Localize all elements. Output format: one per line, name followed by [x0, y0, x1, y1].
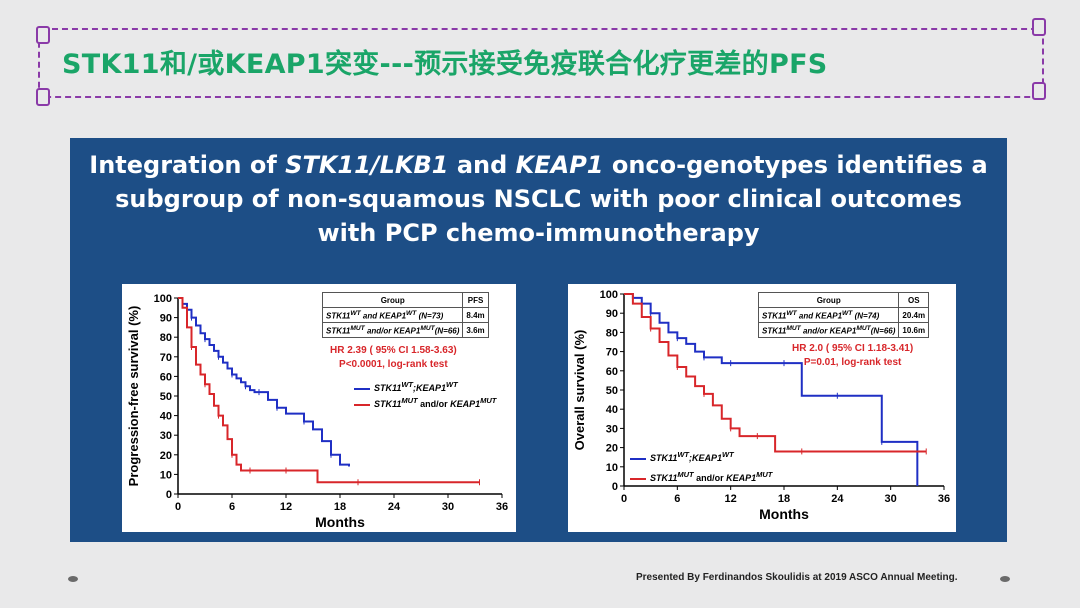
- x-axis-label: Months: [759, 506, 809, 522]
- panel-heading-line-3: with PCP chemo-immunotherapy: [317, 219, 760, 247]
- os-median-table: Group OS STK11WT and KEAP1WT (N=74) 20.4m …: [757, 292, 930, 338]
- y-tick-label: 80: [606, 327, 618, 339]
- table-header: Group: [757, 292, 900, 308]
- y-tick-label: 100: [154, 293, 172, 305]
- y-tick-label: 0: [166, 489, 172, 501]
- slide-title: STK11和/或KEAP1突变---预示接受免疫联合化疗更差的PFS: [62, 49, 828, 80]
- table-header: OS: [898, 292, 930, 308]
- title-frame: [36, 18, 1046, 106]
- y-tick-label: 90: [160, 313, 172, 325]
- footer-dot-right: [1000, 576, 1010, 582]
- x-tick-label: 36: [938, 493, 950, 505]
- y-tick-label: 70: [160, 352, 172, 364]
- table-cell-group: STK11WT and KEAP1WT (N=73): [321, 307, 464, 323]
- x-tick-label: 12: [725, 493, 737, 505]
- frame-corner-decoration: [1032, 18, 1046, 36]
- y-tick-label: 10: [606, 462, 618, 474]
- x-tick-label: 18: [334, 501, 346, 513]
- y-tick-label: 70: [606, 347, 618, 359]
- table-header: PFS: [462, 292, 489, 308]
- table-cell-value: 3.6m: [462, 322, 489, 338]
- y-tick-label: 0: [612, 481, 618, 493]
- y-tick-label: 80: [160, 332, 172, 344]
- figure-panel: Integration of STK11/LKB1 and KEAP1 onco…: [70, 138, 1007, 542]
- x-tick-label: 0: [621, 493, 627, 505]
- presenter-credit: Presented By Ferdinandos Skoulidis at 20…: [636, 572, 958, 583]
- y-tick-label: 40: [606, 404, 618, 416]
- panel-heading: Integration of STK11/LKB1 and KEAP1 onco…: [70, 148, 1007, 250]
- y-tick-label: 60: [606, 366, 618, 378]
- legend-swatch: [630, 457, 646, 460]
- y-tick-label: 60: [160, 371, 172, 383]
- pfs-median-table: Group PFS STK11WT and KEAP1WT (N=73) 8.4m …: [321, 292, 489, 338]
- y-axis-label: Progression-free survival (%): [126, 306, 141, 487]
- y-tick-label: 40: [160, 411, 172, 423]
- x-tick-label: 6: [674, 493, 680, 505]
- pfs-chart: 0 10 20 30 40 50 60 70 80 90 100 0 6 12 18 24 30 36 Months…: [122, 284, 516, 532]
- km-curve-wt: [178, 297, 350, 467]
- legend-mut: STK11MUT and/or KEAP1MUT: [354, 396, 496, 409]
- os-chart-svg: 0 10 20 30 40 50 60 70 80 90 100 0 6 12 18 24 30 36 Months…: [572, 289, 950, 522]
- km-curve-mut: [178, 297, 480, 484]
- pfs-chart-svg: 0 10 20 30 40 50 60 70 80 90 100 0 6 12 18 24 30 36 Months…: [126, 293, 508, 530]
- x-tick-label: 0: [175, 501, 181, 513]
- gene-name-stk11: STK11/LKB1: [285, 151, 449, 179]
- table-cell-value: 20.4m: [898, 307, 930, 323]
- pfs-hazard-ratio: HR 2.39 ( 95% CI 1.58-3.63) P<0.0001, lo…: [330, 345, 457, 370]
- y-tick-label: 30: [606, 423, 618, 435]
- legend-swatch: [354, 387, 370, 390]
- x-tick-label: 18: [778, 493, 790, 505]
- y-tick-label: 90: [606, 308, 618, 320]
- legend-swatch: [354, 403, 370, 406]
- y-tick-label: 100: [600, 289, 618, 301]
- y-tick-label: 20: [160, 450, 172, 462]
- legend-mut: STK11MUT and/or KEAP1MUT: [630, 470, 772, 483]
- y-axis-label: Overall survival (%): [572, 330, 587, 451]
- x-tick-label: 24: [831, 493, 844, 505]
- table-cell-group: STK11MUT and/or KEAP1MUT(N=66): [757, 322, 900, 338]
- panel-heading-line-2: subgroup of non-squamous NSCLC with poor…: [115, 185, 962, 213]
- y-tick-label: 30: [160, 430, 172, 442]
- panel-heading-line-1: Integration of STK11/LKB1 and KEAP1 onco…: [89, 151, 988, 179]
- os-chart: 0 10 20 30 40 50 60 70 80 90 100 0 6 12 18 24 30 36 Months…: [568, 284, 956, 532]
- table-cell-group: STK11WT and KEAP1WT (N=74): [757, 307, 900, 323]
- x-tick-label: 30: [885, 493, 897, 505]
- y-tick-label: 10: [160, 469, 172, 481]
- table-cell-value: 10.6m: [898, 322, 930, 338]
- os-hazard-ratio: HR 2.0 ( 95% CI 1.18-3.41) P=0.01, log-r…: [792, 343, 914, 368]
- x-tick-label: 36: [496, 501, 508, 513]
- table-cell-group: STK11MUT and/or KEAP1MUT(N=66): [321, 322, 464, 338]
- frame-corner-decoration: [36, 88, 50, 106]
- y-tick-label: 50: [606, 385, 618, 397]
- legend-swatch: [630, 477, 646, 480]
- x-tick-label: 6: [229, 501, 235, 513]
- gene-name-keap1: KEAP1: [515, 151, 604, 179]
- table-header: Group: [321, 292, 464, 308]
- x-axis-label: Months: [315, 514, 365, 530]
- legend-wt: STK11WT;KEAP1WT: [630, 450, 734, 463]
- frame-corner-decoration: [36, 26, 50, 44]
- footer-dot-left: [68, 576, 78, 582]
- y-tick-label: 50: [160, 391, 172, 403]
- frame-corner-decoration: [1032, 82, 1046, 100]
- legend-wt: STK11WT;KEAP1WT: [354, 380, 458, 393]
- x-tick-label: 24: [388, 501, 401, 513]
- x-tick-label: 12: [280, 501, 292, 513]
- table-cell-value: 8.4m: [462, 307, 489, 323]
- y-tick-label: 20: [606, 443, 618, 455]
- x-tick-label: 30: [442, 501, 454, 513]
